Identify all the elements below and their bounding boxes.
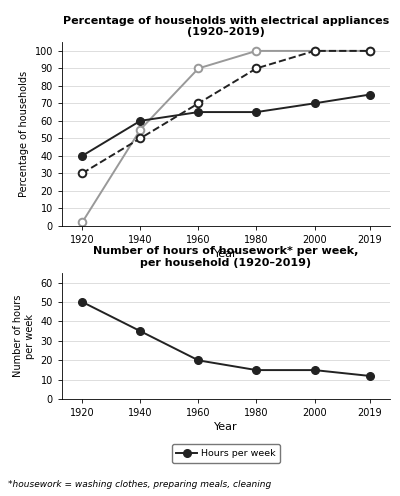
Title: Number of hours of housework* per week,
per household (1920–2019): Number of hours of housework* per week, … xyxy=(93,246,359,268)
X-axis label: Year: Year xyxy=(214,249,238,259)
X-axis label: Year: Year xyxy=(214,423,238,433)
Y-axis label: Number of hours
per week: Number of hours per week xyxy=(14,295,35,377)
Y-axis label: Percentage of households: Percentage of households xyxy=(19,71,29,197)
Title: Percentage of households with electrical appliances
(1920–2019): Percentage of households with electrical… xyxy=(63,15,389,37)
Legend: Hours per week: Hours per week xyxy=(172,444,280,463)
Text: *housework = washing clothes, preparing meals, cleaning: *housework = washing clothes, preparing … xyxy=(8,480,271,489)
Legend: Washing machine, Refrigerator, Vacuum cleaner: Washing machine, Refrigerator, Vacuum cl… xyxy=(68,278,384,297)
